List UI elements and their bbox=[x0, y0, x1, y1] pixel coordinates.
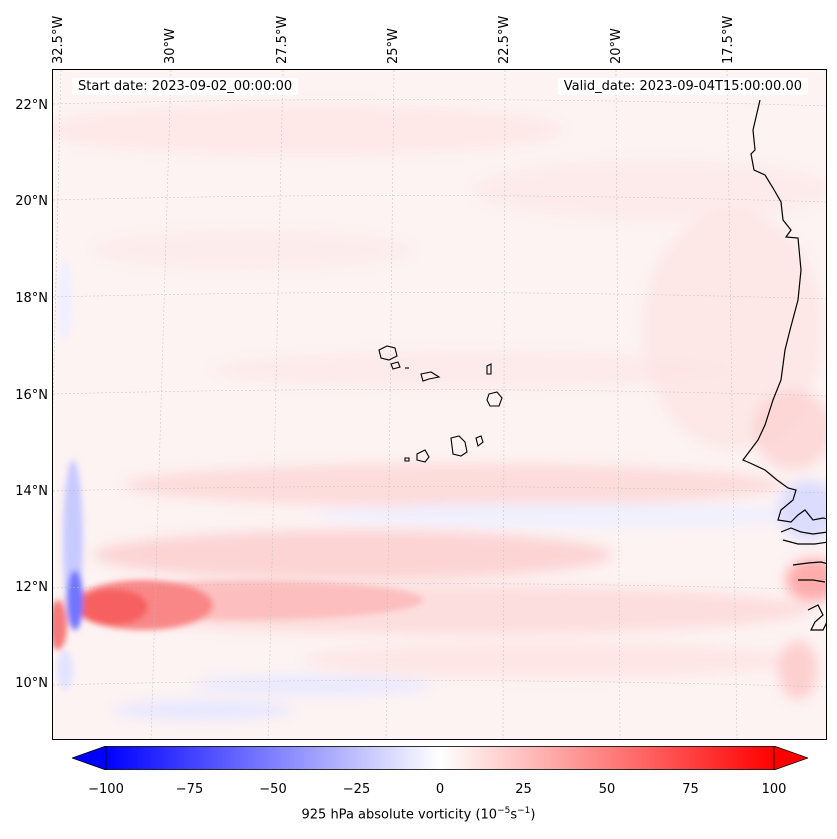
start-date-label: Start date: 2023-09-02_00:00:00 bbox=[72, 78, 299, 95]
lat-label-14: 14°N bbox=[15, 484, 48, 499]
colorbar-extend-high bbox=[773, 746, 808, 770]
lat-label-16: 16°N bbox=[15, 388, 48, 403]
colorbar-label: 925 hPa absolute vorticity (10−5s−1) bbox=[301, 806, 536, 823]
cape-verde-islands bbox=[378, 345, 503, 463]
lon-label-30w: 30°W bbox=[163, 28, 178, 64]
vorticity-field bbox=[53, 70, 826, 739]
lon-label-27-5w: 27.5°W bbox=[275, 15, 290, 64]
lat-label-18: 18°N bbox=[15, 291, 48, 306]
colorbar-tick: −25 bbox=[342, 782, 371, 797]
colorbar-tick: 75 bbox=[682, 782, 699, 797]
lon-label-32-5w: 32.5°W bbox=[51, 15, 66, 64]
colorbar-extend-low bbox=[72, 746, 107, 770]
lat-label-20: 20°N bbox=[15, 194, 48, 209]
colorbar-tick: 50 bbox=[598, 782, 616, 797]
lon-label-22-5w: 22.5°W bbox=[497, 15, 512, 64]
coastline bbox=[742, 99, 826, 631]
colorbar-tick: 100 bbox=[761, 782, 787, 797]
colorbar-tick: 25 bbox=[515, 782, 532, 797]
vortex-feature bbox=[53, 260, 423, 690]
lat-label-12: 12°N bbox=[15, 580, 48, 595]
valid-date-label: Valid_date: 2023-09-04T15:00:00.00 bbox=[557, 78, 808, 95]
colorbar bbox=[72, 746, 808, 770]
colorbar-tick: −50 bbox=[259, 782, 287, 797]
lon-label-20w: 20°W bbox=[609, 28, 624, 64]
lon-label-25w: 25°W bbox=[386, 28, 401, 64]
lat-label-22: 22°N bbox=[15, 98, 48, 113]
vorticity-shading bbox=[53, 70, 826, 739]
lat-label-10: 10°N bbox=[15, 676, 48, 691]
colorbar-tick: −100 bbox=[88, 782, 124, 797]
map-panel bbox=[52, 69, 827, 740]
colorbar-tick: 0 bbox=[435, 782, 445, 797]
graticule bbox=[53, 70, 826, 739]
colorbar-gradient bbox=[105, 746, 775, 770]
colorbar-tick: −75 bbox=[175, 782, 204, 797]
lon-label-17-5w: 17.5°W bbox=[721, 15, 736, 64]
